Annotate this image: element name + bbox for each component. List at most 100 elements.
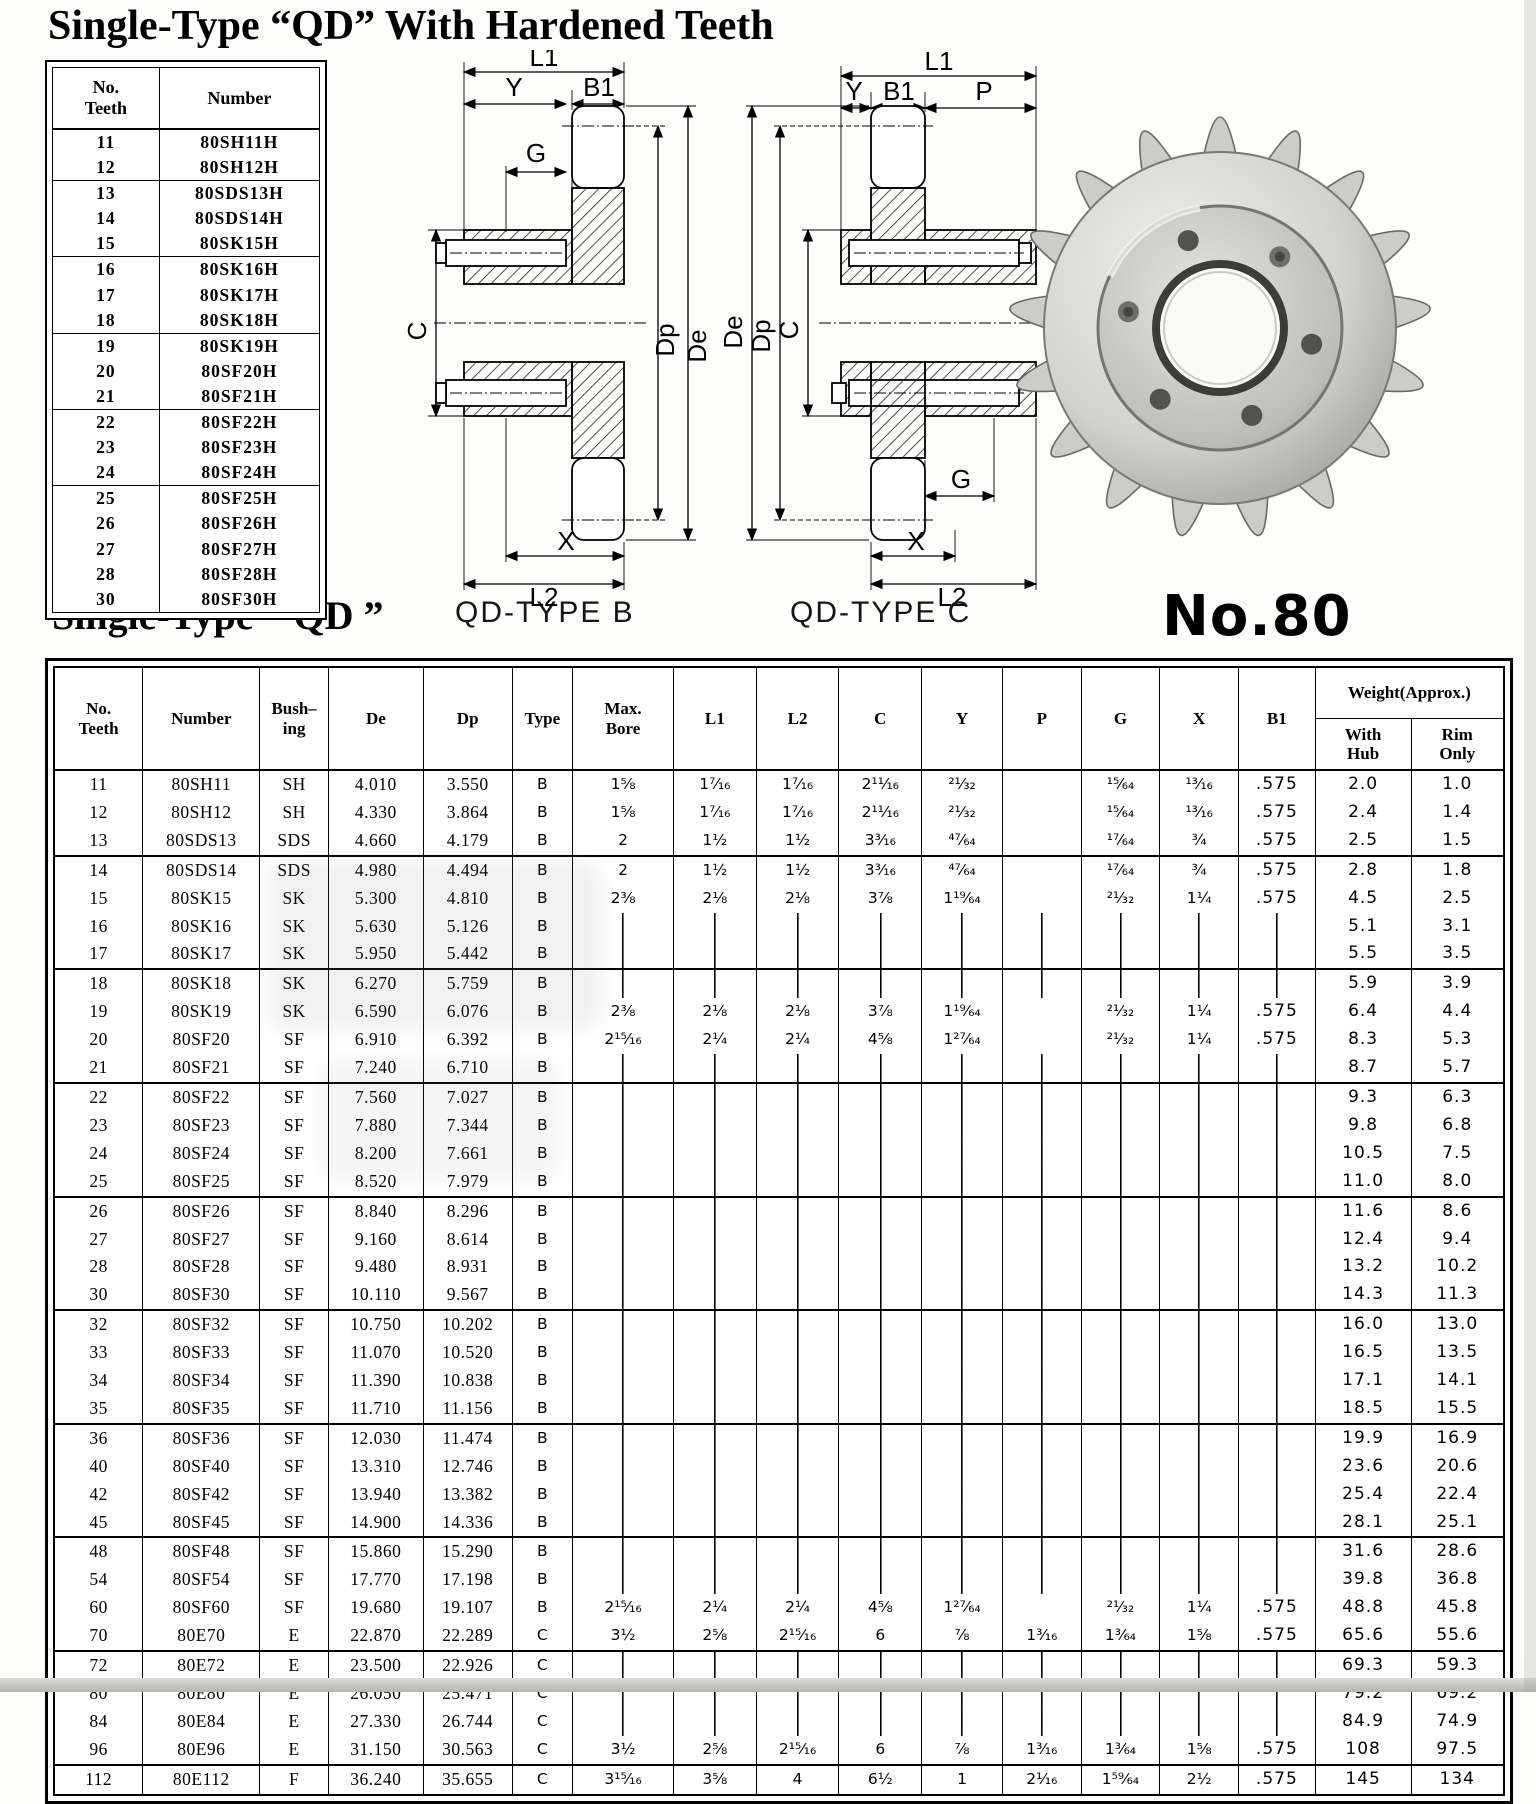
cell-l2 bbox=[756, 1111, 840, 1140]
cell-number: 80SF28 bbox=[142, 1253, 261, 1282]
cell-y: 1 bbox=[921, 1764, 1003, 1795]
cell-rim-only: 45.8 bbox=[1436, 1597, 1479, 1618]
cell-part-number: 80SF24H bbox=[158, 460, 320, 487]
cell-bushing: F bbox=[259, 1764, 329, 1795]
header-y: Y bbox=[921, 667, 1003, 771]
cell-bushing: SF bbox=[259, 1367, 329, 1395]
cell-c: 2¹¹⁄₁₆ bbox=[838, 770, 923, 799]
cell-x bbox=[1159, 1196, 1240, 1226]
cell-teeth: 72 bbox=[54, 1651, 144, 1680]
cell-teeth: 40 bbox=[54, 1452, 144, 1481]
cell-teeth: 28 bbox=[54, 1253, 144, 1282]
scan-edge-right bbox=[1524, 0, 1536, 1692]
cell-with-hub: 16.0 bbox=[1315, 1310, 1412, 1340]
teeth-table-row: 19 80SK19H bbox=[53, 333, 320, 359]
cell-y: 1²⁷⁄₆₄ bbox=[921, 1026, 1003, 1055]
cell-p: 1³⁄₁₆ bbox=[1002, 1735, 1082, 1766]
cell-l1: 2¼ bbox=[673, 1026, 757, 1055]
cell-number: 80SF33 bbox=[142, 1339, 261, 1368]
cell-teeth: 23 bbox=[96, 437, 116, 458]
cell-l2 bbox=[756, 1196, 840, 1226]
scan-stain bbox=[270, 860, 600, 1030]
cell-dp: 15.290 bbox=[423, 1537, 513, 1567]
cell-teeth: 13 bbox=[96, 183, 116, 204]
cell-p bbox=[1002, 1111, 1082, 1140]
cell-teeth: 32 bbox=[54, 1310, 144, 1340]
cell-dp: 30.563 bbox=[423, 1735, 513, 1766]
cell-rim-only: 8.0 bbox=[1411, 1167, 1504, 1198]
cell-de: 6.910 bbox=[328, 1026, 424, 1055]
cell-number: 80SF30 bbox=[142, 1281, 261, 1312]
cell-x bbox=[1159, 1707, 1240, 1736]
cell-with-hub: 145 bbox=[1315, 1764, 1412, 1795]
cell-rim-only: 16.9 bbox=[1436, 1427, 1479, 1448]
cell-l2 bbox=[756, 1537, 840, 1567]
cell-with-hub: 16.5 bbox=[1315, 1339, 1412, 1368]
cell-de: 5.630 bbox=[328, 912, 424, 941]
cell-rim-only: 74.9 bbox=[1436, 1710, 1479, 1731]
cell-p bbox=[1002, 1196, 1082, 1226]
header-number: Number bbox=[142, 667, 261, 771]
cell-teeth: 25 bbox=[96, 488, 116, 509]
cell-rim-only: 5.7 bbox=[1411, 1054, 1504, 1084]
cell-rim-only: 2.5 bbox=[1442, 887, 1473, 908]
cell-teeth: 21 bbox=[54, 1054, 144, 1084]
cell-g: 1⁵⁹⁄₆₄ bbox=[1081, 1764, 1161, 1795]
cell-rim-only: 3.1 bbox=[1442, 915, 1473, 936]
cell-c: 3⅞ bbox=[838, 884, 923, 913]
cell-with-hub: 17.1 bbox=[1315, 1367, 1412, 1395]
cell-de: 5.300 bbox=[328, 884, 424, 913]
cell-type: B bbox=[512, 1310, 574, 1340]
dim-label-de: De bbox=[682, 329, 712, 362]
cell-type: B bbox=[512, 826, 574, 857]
cell-type: B bbox=[512, 1111, 574, 1140]
cell-number: 80SF48 bbox=[142, 1537, 261, 1567]
table-row: 24 80SF24 SF 8.200 7.661 B 10.5 bbox=[54, 1139, 1504, 1168]
cell-teeth: 15 bbox=[52, 231, 160, 258]
cell-b1: .575 bbox=[1238, 1735, 1316, 1766]
dim-label-l2: L2 bbox=[530, 582, 559, 606]
teeth-table-row: 26 80SF26H bbox=[53, 511, 320, 537]
header-l2: L2 bbox=[756, 667, 840, 771]
cell-teeth: 36 bbox=[54, 1423, 144, 1453]
cell-teeth: 14 bbox=[54, 855, 144, 885]
cell-l1: 1⁷⁄₁₆ bbox=[673, 770, 757, 799]
cell-c bbox=[838, 1225, 923, 1254]
cell-type: B bbox=[512, 940, 574, 971]
cell-y bbox=[921, 1139, 1003, 1168]
cell-c bbox=[838, 1167, 923, 1198]
cell-de: 13.940 bbox=[328, 1480, 424, 1509]
table-row: 25 80SF25 SF 8.520 7.979 B 11.0 bbox=[54, 1167, 1504, 1198]
cell-de: 10.750 bbox=[328, 1310, 424, 1340]
cell-dp: 4.810 bbox=[423, 884, 513, 913]
cell-bushing: SF bbox=[259, 1566, 329, 1595]
cell-max-bore: 2 bbox=[572, 826, 674, 857]
cell-rim-only: 5.3 bbox=[1442, 1029, 1473, 1050]
cell-y: ²¹⁄₃₂ bbox=[921, 770, 1003, 799]
cell-de: 4.660 bbox=[328, 826, 424, 857]
cell-max-bore bbox=[572, 912, 674, 941]
cell-p bbox=[1002, 1707, 1082, 1736]
cell-b1: .575 bbox=[1238, 884, 1316, 913]
cell-c bbox=[838, 1394, 923, 1425]
table-row: 34 80SF34 SF 11.390 10.838 B 17.1 bbox=[54, 1367, 1504, 1395]
cell-with-hub: 8.7 bbox=[1315, 1054, 1412, 1084]
cell-l2: 2¹⁵⁄₁₆ bbox=[756, 1735, 840, 1766]
cell-de: 13.310 bbox=[328, 1452, 424, 1481]
cell-b1: .575 bbox=[1238, 998, 1316, 1027]
cell-de: 8.840 bbox=[328, 1196, 424, 1226]
cell-c: 6 bbox=[838, 1622, 923, 1653]
cell-c: 3⅞ bbox=[838, 998, 923, 1027]
cell-g bbox=[1081, 940, 1161, 971]
cell-teeth: 11 bbox=[96, 132, 116, 152]
qd-type-c-drawing: L1 Y B1 P De Dp C G X L2 bbox=[724, 50, 1044, 606]
part-number: No.80 bbox=[1162, 584, 1352, 649]
cell-p bbox=[1002, 1367, 1082, 1395]
cell-rim-only: 4.4 bbox=[1442, 1001, 1473, 1022]
table-row: 70 80E70 E 22.870 22.289 C 3½ 2⅝ 2¹⁵⁄₁₆ … bbox=[54, 1622, 1504, 1653]
cell-l1 bbox=[673, 1225, 757, 1254]
cell-part-number: 80SF25H bbox=[158, 485, 320, 512]
table-row: 32 80SF32 SF 10.750 10.202 B 16.0 bbox=[54, 1310, 1504, 1340]
cell-x bbox=[1159, 940, 1240, 971]
